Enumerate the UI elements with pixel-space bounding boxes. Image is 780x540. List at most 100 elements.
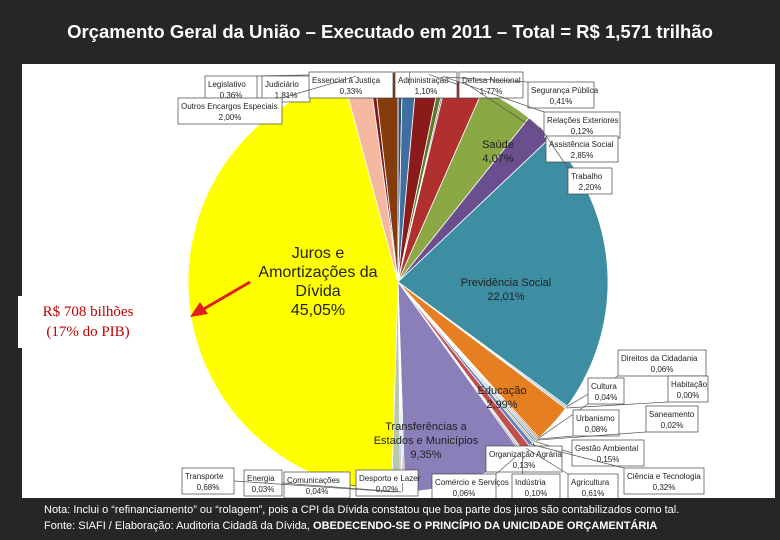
- pie-label-educacao-value: 2,99%: [486, 399, 517, 411]
- pie-label-trabalho-box: [567, 167, 613, 195]
- footnote-note: Nota: Inclui o “refinanciamento” ou “rol…: [44, 504, 680, 516]
- pie-label-urbanismo-text: Urbanismo: [576, 414, 615, 423]
- pie-label-ciencia-e-tecnologia: Ciência e Tecnologia 0,32%: [531, 444, 705, 495]
- pie-label-comercio-e-servicos: Comércio e Serviços 0,06%: [431, 451, 522, 498]
- pie-label-cultura-text: Cultura: [591, 382, 617, 391]
- pie-label-organizacao-agraria-value: 0,13%: [513, 461, 536, 470]
- pie-label-seguranca-publica-leader: [442, 76, 529, 83]
- pie-label-seguranca-publica-value: 0,41%: [550, 97, 573, 106]
- pie-label-agricultura-leader: [526, 448, 569, 475]
- pie-label-desporto-e-lazer-value: 0,02%: [376, 485, 399, 494]
- pie-label-defesa-nacional-leader: [428, 73, 460, 86]
- pie-label-assistencia-social-text: Assistência Social: [549, 140, 614, 149]
- pie-label-transferencias-a-estados-e-municipios-value: 9,35%: [410, 449, 441, 461]
- pie-label-desporto-e-lazer: Desporto e Lazer 0,02%: [355, 469, 421, 497]
- pie-label-outros-encargos-especiais-leader: [281, 75, 357, 99]
- pie-label-agricultura: Agricultura 0,61%: [526, 448, 619, 498]
- pie-label-habitacao-box: [667, 375, 709, 403]
- pie-label-outros-encargos-especiais: Outros Encargos Especiais 2,00%: [177, 75, 357, 125]
- pie-label-urbanismo: Urbanismo 0,08%: [537, 409, 620, 440]
- pie-label-direitos-da-cidadania-value: 0,06%: [651, 365, 674, 374]
- pie-label-relacoes-exteriores-box: [543, 111, 621, 139]
- pie-label-organizacao-agraria-text: Organização Agrária: [489, 450, 562, 459]
- pie-label-saneamento-leader: [536, 431, 647, 441]
- debt-callout-amount: R$ 708 bilhões: [42, 304, 134, 320]
- pie-label-gestao-ambiental-box: [571, 439, 645, 467]
- pie-label-urbanismo-box: [572, 409, 620, 437]
- pie-label-industria-box: [511, 473, 561, 498]
- pie-label-transferencias-a-estados-e-municipios-text: Estados e Municípios: [374, 435, 479, 447]
- pie-label-outros-encargos-especiais-box: [177, 97, 283, 125]
- callout-arrow-icon: [190, 280, 251, 317]
- pie-label-administracao: Administração 1,10%: [394, 71, 458, 99]
- pie-label-transporte-text: Transporte: [185, 472, 224, 481]
- pie-label-transferencias-a-estados-e-municipios: Transferências a Estados e Municípios 9,35…: [374, 421, 479, 461]
- pie-label-previdencia-social-text: Previdência Social: [461, 277, 552, 289]
- pie-label-administracao-value: 1,10%: [415, 87, 438, 96]
- pie-label-transporte-value: 0,68%: [197, 483, 220, 492]
- pie-label-juros-e-amortizacoes-da-divida-value: 45,05%: [291, 302, 345, 319]
- pie-label-saneamento: Saneamento 0,02%: [536, 405, 699, 441]
- pie-slice-previdencia-social: [397, 137, 609, 407]
- pie-label-agricultura-box: [567, 473, 619, 498]
- pie-label-urbanismo-leader: [537, 435, 574, 440]
- footnote-source-prefix: Fonte: SIAFI / Elaboração: Auditoria Cid…: [44, 520, 314, 532]
- pie-label-administracao-text: Administração: [398, 76, 449, 85]
- callout-arrow-head: [190, 302, 208, 317]
- pie-label-assistencia-social: Assistência Social 2,85%: [465, 82, 619, 163]
- pie-label-seguranca-publica-text: Segurança Pública: [531, 86, 599, 95]
- chart-panel: Legislativo 0,36% Judiciário 1,81% Essencial…: [22, 64, 775, 498]
- pie-label-judiciario-text: Judiciário: [265, 80, 299, 89]
- footnote-source: Fonte: SIAFI / Elaboração: Auditoria Cid…: [44, 520, 657, 532]
- pie-label-trabalho-leader: [539, 127, 569, 169]
- pie-label-saneamento-value: 0,02%: [661, 421, 684, 430]
- pie-label-direitos-da-cidadania-text: Direitos da Cidadania: [621, 354, 698, 363]
- pie-label-comercio-e-servicos-leader: [495, 451, 522, 475]
- pie-label-seguranca-publica: Segurança Pública 0,41%: [442, 76, 599, 109]
- pie-label-relacoes-exteriores-value: 0,12%: [571, 127, 594, 136]
- callout-arrow-shaft: [201, 280, 251, 312]
- pie-label-juros-e-amortizacoes-da-divida-text: Dívida: [295, 283, 340, 300]
- pie-label-outros-encargos-especiais-value: 2,00%: [219, 113, 242, 122]
- pie-label-previdencia-social: Previdência Social 22,01%: [461, 277, 552, 303]
- pie-label-gestao-ambiental-value: 0,15%: [597, 455, 620, 464]
- pie-label-ciencia-e-tecnologia-value: 0,32%: [653, 483, 676, 492]
- pie-label-comunicacoes-text: Comunicações: [287, 476, 340, 485]
- pie-chart: Legislativo 0,36% Judiciário 1,81% Essencial…: [177, 71, 709, 498]
- pie-label-legislativo-value: 0,36%: [220, 91, 243, 100]
- pie-label-habitacao: Habitação 0,00%: [565, 375, 709, 409]
- pie-label-direitos-da-cidadania-box: [617, 349, 707, 377]
- pie-label-energia-text: Energia: [247, 474, 275, 483]
- pie-label-ciencia-e-tecnologia-leader: [531, 444, 625, 469]
- pie-label-juros-e-amortizacoes-da-divida-text: Amortizações da: [258, 264, 377, 281]
- pie-label-desporto-e-lazer-text: Desporto e Lazer: [359, 474, 421, 483]
- pie-label-cultura-value: 0,04%: [595, 393, 618, 402]
- pie-label-assistencia-social-value: 2,85%: [571, 151, 594, 160]
- pie-label-essencial-a-justica: Essencial à Justiça 0,33%: [308, 71, 401, 99]
- pie-label-agricultura-text: Agricultura: [571, 478, 610, 487]
- pie-label-educacao: Educação 2,99%: [478, 385, 527, 411]
- pie-label-saude: Saúde 4,07%: [482, 139, 514, 165]
- pie-label-trabalho: Trabalho 2,20%: [539, 127, 613, 195]
- pie-label-assistencia-social-leader: [465, 82, 547, 137]
- pie-label-juros-e-amortizacoes-da-divida: Juros e Amortizações da Dívida 45,05%: [258, 245, 377, 319]
- pie-label-legislativo-text: Legislativo: [208, 80, 246, 89]
- footnote-source-principle: OBEDECENDO-SE O PRINCÍPIO DA UNICIDADE O…: [313, 520, 658, 532]
- pie-label-gestao-ambiental-text: Gestão Ambiental: [575, 444, 638, 453]
- pie-label-ciencia-e-tecnologia-text: Ciência e Tecnologia: [627, 472, 701, 481]
- pie-label-saude-text: Saúde: [482, 139, 514, 151]
- pie-label-saneamento-text: Saneamento: [649, 410, 695, 419]
- pie-label-energia-value: 0,03%: [252, 485, 275, 494]
- chart-title: Orçamento Geral da União – Executado em …: [67, 21, 713, 42]
- pie-label-previdencia-social-value: 22,01%: [487, 291, 525, 303]
- pie-label-transferencias-a-estados-e-municipios-text: Transferências a: [385, 421, 467, 433]
- pie-label-comercio-e-servicos-text: Comércio e Serviços: [435, 478, 509, 487]
- footnote: Nota: Inclui o “refinanciamento” ou “rol…: [0, 498, 780, 540]
- pie-label-habitacao-leader: [565, 401, 669, 409]
- pie-label-seguranca-publica-box: [527, 81, 595, 109]
- pie-label-transporte: Transporte 0,68%: [181, 467, 397, 495]
- pie-label-essencial-a-justica-text: Essencial à Justiça: [312, 76, 381, 85]
- pie-label-relacoes-exteriores-leader: [446, 77, 545, 113]
- pie-label-industria-value: 0,10%: [525, 489, 548, 498]
- pie-label-cultura-box: [587, 377, 625, 405]
